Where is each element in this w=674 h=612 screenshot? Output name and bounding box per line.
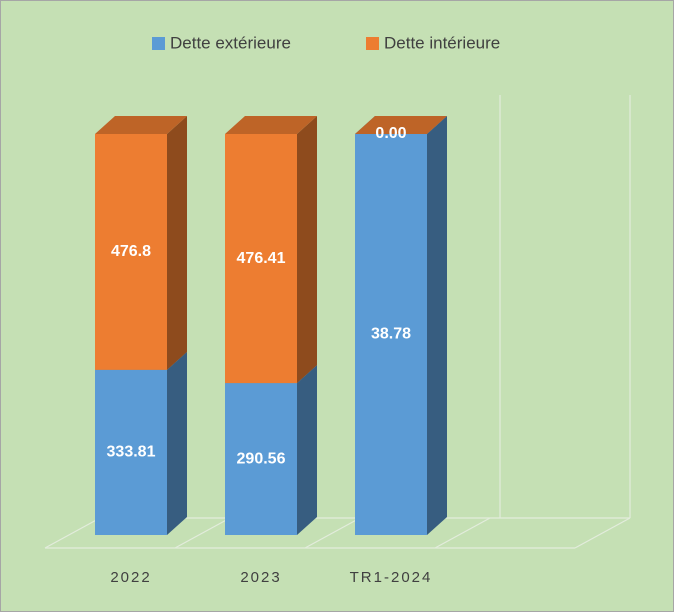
x-tick-label: 2022	[110, 569, 151, 586]
legend-label: Dette extérieure	[170, 33, 291, 52]
data-label: 290.56	[237, 450, 286, 467]
walls	[44, 95, 631, 549]
bar-side	[297, 116, 317, 384]
bar	[95, 369, 167, 535]
data-label: 0.00	[375, 125, 406, 142]
bar-side	[167, 351, 187, 535]
legend-swatch	[152, 37, 165, 50]
data-label: 476.8	[111, 243, 151, 260]
bar	[225, 134, 297, 384]
bar-top	[95, 116, 187, 134]
bar-side	[297, 365, 317, 535]
bar-side	[167, 116, 187, 370]
legend-swatch	[366, 37, 379, 50]
bar	[95, 134, 167, 370]
x-tick-label: 2023	[240, 569, 281, 586]
legend-label: Dette intérieure	[384, 33, 500, 52]
data-label: 476.41	[237, 250, 286, 267]
bar-top	[355, 116, 447, 134]
bar-top	[225, 116, 317, 134]
data-label: 333.81	[107, 444, 156, 461]
bar	[225, 383, 297, 535]
data-label: 38.78	[371, 326, 411, 343]
bar-side	[427, 116, 447, 535]
x-tick-label: TR1-2024	[350, 569, 433, 586]
bar	[355, 134, 427, 535]
